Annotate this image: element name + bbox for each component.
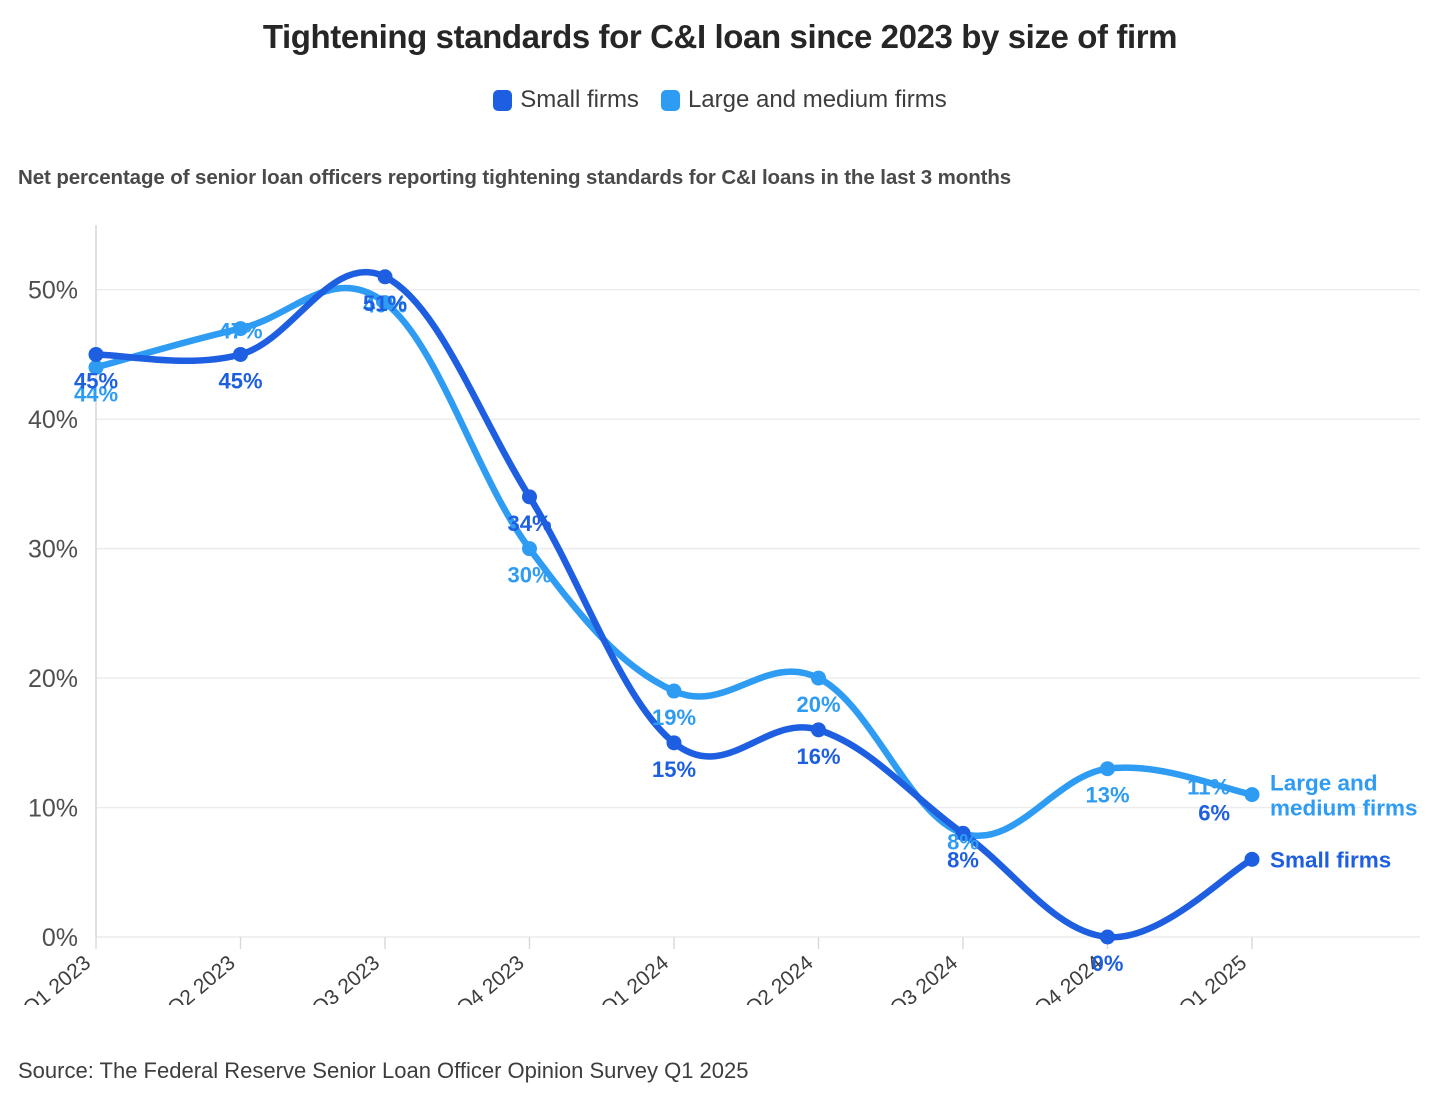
legend-label: Large and medium firms: [687, 86, 947, 113]
legend-label: Small firms: [520, 86, 639, 113]
legend-item-large-medium-firms[interactable]: Large and medium firms: [660, 86, 947, 114]
data-point[interactable]: [233, 321, 248, 337]
data-point[interactable]: [377, 269, 393, 285]
series-points: [88, 269, 1260, 945]
series-lines: [92, 268, 1256, 941]
series-final-value-label: 11%: [1187, 775, 1230, 800]
x-axis-tick-label: Q1 2023: [19, 951, 96, 1005]
data-point-label: 19%: [652, 705, 696, 730]
x-axis-tick-label: Q1 2025: [1175, 951, 1252, 1005]
data-point-label: 15%: [652, 757, 696, 782]
data-point-label: 51%: [363, 291, 407, 316]
data-point[interactable]: [811, 722, 826, 738]
data-point[interactable]: [1100, 761, 1115, 777]
y-axis-tick-label: 50%: [28, 277, 78, 305]
data-point[interactable]: [1100, 929, 1115, 945]
x-axis-tick-label: Q3 2023: [308, 951, 385, 1005]
data-point[interactable]: [666, 683, 682, 699]
legend-swatch-icon: [493, 89, 513, 111]
data-point-label: 0%: [1092, 951, 1124, 976]
series-end-label-large-medium: Large and: [1270, 771, 1378, 796]
data-point-label: 34%: [507, 511, 551, 536]
y-axis-tick-label: 20%: [28, 665, 78, 693]
x-axis-tick-label: Q2 2024: [741, 951, 818, 1005]
data-point[interactable]: [377, 295, 393, 311]
data-point[interactable]: [1244, 787, 1260, 803]
data-point[interactable]: [522, 541, 537, 557]
series-end-label-large-medium-line2: medium firms: [1270, 796, 1418, 821]
chart-legend: Small firms Large and medium firms: [0, 86, 1440, 114]
y-axis-tick-label: 30%: [28, 536, 78, 564]
data-point-label: 30%: [507, 563, 551, 588]
data-point[interactable]: [88, 346, 104, 362]
data-point[interactable]: [522, 489, 537, 505]
data-point[interactable]: [233, 346, 248, 362]
y-axis-tick-label: 40%: [28, 406, 78, 434]
page-title: Tightening standards for C&I loan since …: [262, 18, 1178, 55]
x-axis-tick-label: Q2 2023: [163, 951, 240, 1005]
data-point[interactable]: [666, 735, 682, 751]
chart-plot-area: 0% 10% 20% 30% 40% 50% Q1 2023 Q2 2023 Q3 2023 Q…: [0, 215, 1440, 1005]
data-point-label: 45%: [218, 368, 262, 393]
y-axis-tick-label: 0%: [42, 924, 78, 952]
x-axis-tick-label: Q4 2023: [452, 951, 529, 1005]
data-point-label: 49%: [363, 293, 407, 318]
data-point[interactable]: [88, 359, 104, 375]
data-point-label: 45%: [74, 368, 118, 393]
chart-subtitle: Net percentage of senior loan officers r…: [18, 166, 1012, 189]
data-point-label: 8%: [947, 847, 979, 872]
legend-swatch-icon: [660, 89, 680, 111]
y-axis-tick-labels: 0% 10% 20% 30% 40% 50%: [28, 277, 78, 952]
x-axis-tick-label: Q1 2024: [597, 951, 674, 1005]
data-point-label: 16%: [796, 744, 840, 769]
data-point-label: 20%: [796, 692, 840, 717]
y-axis-tick-label: 10%: [28, 795, 78, 823]
data-point[interactable]: [811, 670, 826, 686]
x-axis-tick-label: Q3 2024: [886, 951, 963, 1005]
series-end-label-small: Small firms: [1270, 847, 1391, 872]
grid-lines: [96, 289, 1420, 938]
series-line: [92, 284, 1256, 839]
data-point-label: 13%: [1085, 783, 1129, 808]
data-point-label: 47%: [218, 319, 262, 344]
series-data-labels: 44% 47% 49% 30% 19% 20% 8% 13% 45% 45% 51% 34% 15% 16…: [74, 291, 1130, 976]
x-axis-ticks: [95, 937, 1253, 949]
series-final-value-label: 6%: [1198, 801, 1230, 826]
data-point-label: 44%: [74, 381, 118, 406]
data-point-label: 8%: [947, 829, 979, 854]
source-note: Source: The Federal Reserve Senior Loan …: [18, 1058, 749, 1083]
series-line: [92, 268, 1256, 941]
data-point[interactable]: [955, 825, 971, 841]
x-axis-tick-labels: Q1 2023 Q2 2023 Q3 2023 Q4 2023 Q1 2024 Q2 20…: [19, 951, 1252, 1005]
legend-item-small-firms[interactable]: Small firms: [493, 86, 639, 114]
data-point[interactable]: [1244, 851, 1260, 867]
